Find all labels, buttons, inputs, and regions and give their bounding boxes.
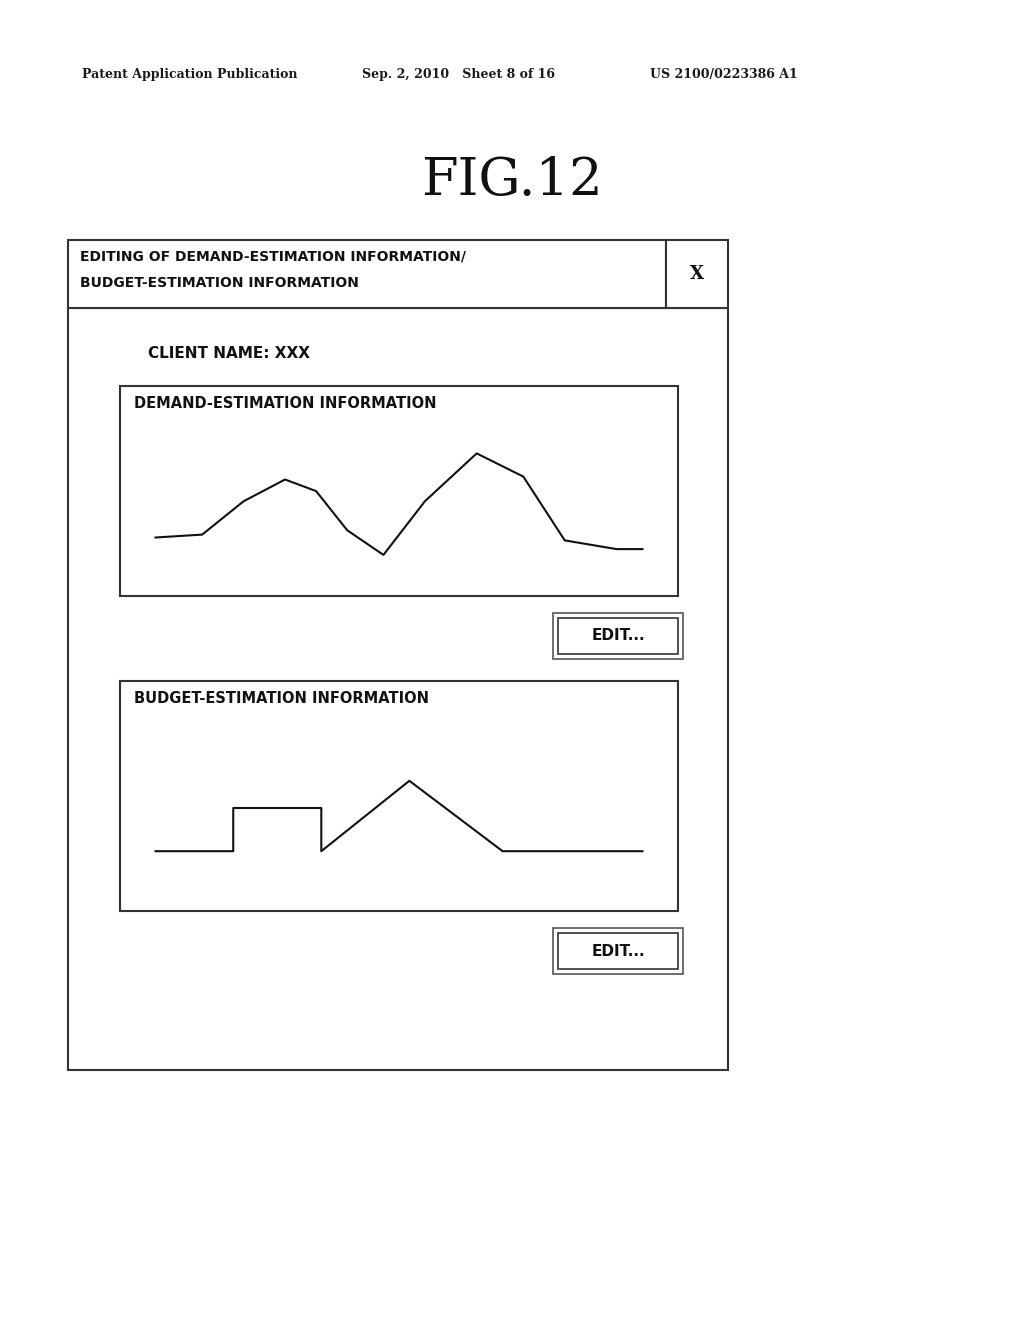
Bar	[68, 240, 666, 308]
Bar	[553, 612, 683, 659]
Text: FIG.12: FIG.12	[421, 154, 603, 206]
Bar	[558, 618, 678, 653]
Text: US 2100/0223386 A1: US 2100/0223386 A1	[650, 69, 798, 81]
Bar	[68, 308, 728, 1071]
Bar	[666, 240, 728, 308]
Text: Sep. 2, 2010   Sheet 8 of 16: Sep. 2, 2010 Sheet 8 of 16	[362, 69, 555, 81]
Text: EDITING OF DEMAND-ESTIMATION INFORMATION/: EDITING OF DEMAND-ESTIMATION INFORMATION…	[80, 249, 466, 264]
Text: BUDGET-ESTIMATION INFORMATION: BUDGET-ESTIMATION INFORMATION	[134, 690, 429, 706]
Text: Patent Application Publication: Patent Application Publication	[82, 69, 298, 81]
Text: EDIT...: EDIT...	[591, 628, 645, 644]
Bar	[120, 385, 678, 597]
Bar	[558, 933, 678, 969]
Bar	[553, 928, 683, 974]
Bar	[120, 681, 678, 911]
Text: DEMAND-ESTIMATION INFORMATION: DEMAND-ESTIMATION INFORMATION	[134, 396, 436, 411]
Text: BUDGET-ESTIMATION INFORMATION: BUDGET-ESTIMATION INFORMATION	[80, 276, 358, 290]
Text: X: X	[690, 265, 705, 282]
Text: CLIENT NAME: XXX: CLIENT NAME: XXX	[148, 346, 310, 360]
Text: EDIT...: EDIT...	[591, 944, 645, 958]
